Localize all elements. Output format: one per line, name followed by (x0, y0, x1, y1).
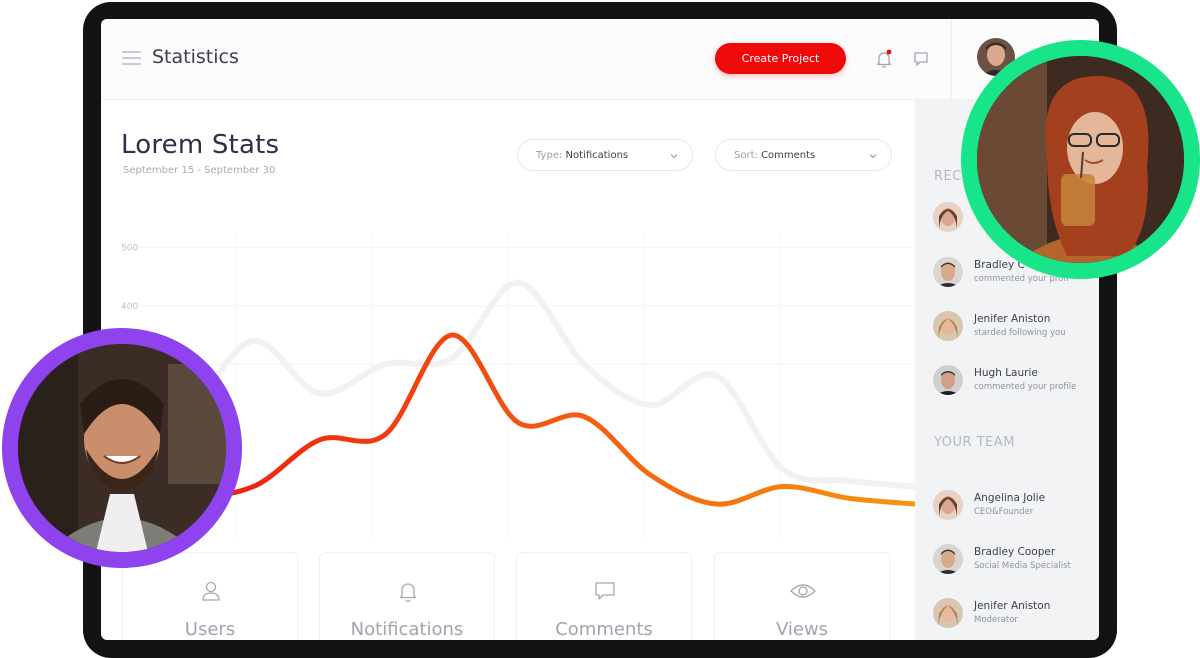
avatar (933, 490, 963, 520)
recent-item-desc: commented your profile (974, 382, 1077, 392)
recent-item-name: Jenifer Aniston (974, 313, 1051, 325)
eye-icon (790, 584, 816, 598)
stats-line-chart: 500400300 (118, 236, 915, 539)
comment-icon (595, 582, 615, 600)
comments-card[interactable]: Comments (516, 552, 692, 640)
recent-item-desc: starded following you (974, 328, 1066, 338)
user-photo-badge (2, 328, 242, 568)
users-card-label: Users (184, 619, 236, 640)
top-bar: Statistics Create Project (101, 19, 1099, 100)
avatar (933, 202, 963, 232)
views-card[interactable]: Views (714, 552, 890, 640)
type-filter-label: Type: (536, 150, 563, 161)
avatar (933, 365, 963, 395)
sort-filter-dropdown[interactable]: Sort: Comments (715, 139, 892, 171)
bell-icon (399, 583, 417, 602)
recent-item-desc: commented your profi (974, 274, 1069, 284)
recent-item[interactable]: Bradley C commented your profi (933, 255, 1099, 289)
type-filter-value: Notifications (565, 150, 629, 161)
recent-item-name: Bradley C (974, 259, 1025, 271)
header-divider (951, 19, 952, 99)
notifications-card[interactable]: Notifications (319, 552, 495, 640)
team-member-name: Angelina Jolie (974, 492, 1046, 504)
series-line-primary (118, 332, 915, 507)
team-member-role: CEO&Founder (974, 507, 1034, 517)
chat-icon[interactable] (913, 51, 929, 67)
recent-item-name: Hugh Laurie (974, 367, 1038, 379)
recent-item[interactable]: Jenifer Aniston starded following you (933, 309, 1099, 343)
date-range: September 15 - September 30 (123, 165, 276, 176)
sort-filter-label: Sort: (734, 150, 758, 161)
users-card[interactable]: Users (122, 552, 298, 640)
bell-icon[interactable] (875, 49, 893, 69)
series-line-secondary (118, 279, 915, 490)
recent-heading: REC (934, 169, 962, 184)
notifications-card-label: Notifications (350, 619, 464, 640)
team-member-role: Moderator (974, 615, 1018, 625)
dashboard-screen: Statistics Create Project Lorem Stats Se… (101, 19, 1099, 640)
y-tick-label: 400 (121, 302, 138, 312)
page-title: Lorem Stats (121, 130, 280, 160)
team-member-role: Social Media Specialist (974, 561, 1071, 571)
create-project-button[interactable]: Create Project (715, 43, 846, 74)
app-title: Statistics (152, 46, 239, 68)
user-icon (202, 581, 220, 601)
user-photo-badge (961, 40, 1200, 279)
team-member-name: Jenifer Aniston (974, 600, 1051, 612)
team-heading: YOUR TEAM (934, 435, 1015, 450)
views-card-label: Views (775, 619, 829, 640)
menu-icon[interactable] (122, 51, 141, 65)
avatar (933, 257, 963, 287)
comments-card-label: Comments (555, 619, 653, 640)
recent-item[interactable]: Hugh Laurie commented your profile (933, 363, 1099, 397)
recent-item[interactable]: B (933, 200, 1099, 234)
chevron-down-icon (670, 154, 678, 159)
avatar (933, 598, 963, 628)
y-tick-label: 500 (121, 244, 138, 254)
type-filter-dropdown[interactable]: Type: Notifications (517, 139, 693, 171)
sort-filter-value: Comments (761, 150, 816, 161)
avatar (933, 544, 963, 574)
team-member-name: Bradley Cooper (974, 546, 1056, 558)
avatar (933, 311, 963, 341)
chevron-down-icon (869, 154, 877, 159)
team-member[interactable]: Angelina Jolie CEO&Founder (933, 488, 1099, 522)
team-member[interactable]: Jenifer Aniston Moderator (933, 596, 1099, 630)
team-member[interactable]: Bradley Cooper Social Media Specialist (933, 542, 1099, 576)
